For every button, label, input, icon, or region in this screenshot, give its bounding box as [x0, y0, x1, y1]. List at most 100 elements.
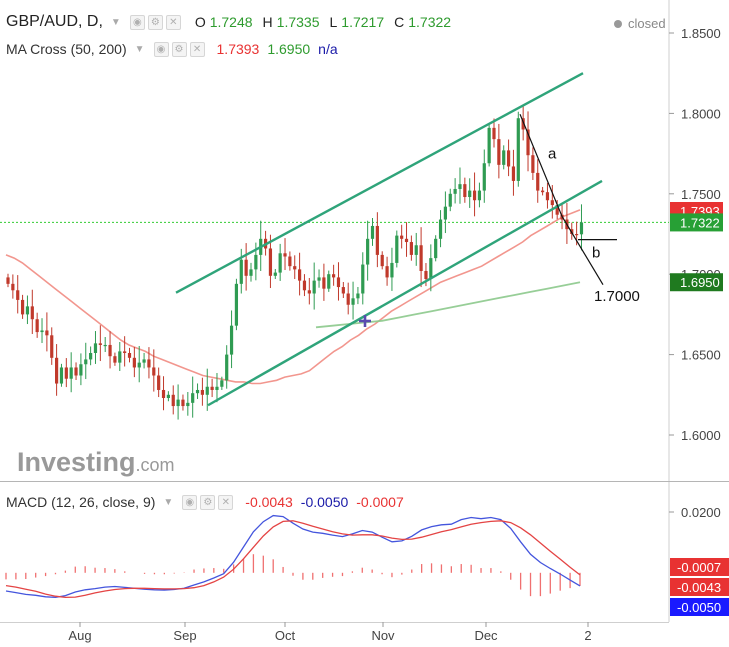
candle-body[interactable]	[84, 359, 88, 365]
candle-body[interactable]	[424, 270, 428, 280]
candle-body[interactable]	[468, 190, 472, 198]
candle-body[interactable]	[400, 235, 404, 239]
candle-body[interactable]	[195, 389, 200, 394]
candle-body[interactable]	[579, 222, 584, 235]
candle-body[interactable]	[225, 354, 229, 381]
candle-body[interactable]	[545, 192, 550, 201]
candle-body[interactable]	[443, 206, 447, 220]
candle-body[interactable]	[20, 299, 25, 315]
candle-body[interactable]	[458, 184, 462, 189]
symbol-legend[interactable]: GBP/AUD, D, ▼ ◉ ⚙ ✕ O 1.7248 H 1.7335 L …	[6, 13, 451, 31]
candle-body[interactable]	[268, 248, 273, 276]
candle-body[interactable]	[516, 118, 520, 181]
candle-body[interactable]	[127, 352, 132, 358]
candle-body[interactable]	[370, 225, 375, 239]
eye-icon[interactable]: ◉	[153, 41, 169, 57]
candle-body[interactable]	[89, 352, 93, 360]
candle-body[interactable]	[50, 335, 54, 358]
chevron-down-icon[interactable]: ▼	[110, 16, 121, 28]
candle-body[interactable]	[380, 254, 384, 267]
candle-body[interactable]	[341, 287, 345, 294]
candle-body[interactable]	[312, 280, 316, 294]
candle-body[interactable]	[132, 357, 136, 368]
candle-body[interactable]	[346, 293, 350, 305]
candle-body[interactable]	[332, 274, 336, 278]
candle-body[interactable]	[152, 367, 156, 376]
candle-body[interactable]	[375, 225, 379, 255]
wave-line-down[interactable]	[561, 216, 604, 285]
candle-body[interactable]	[293, 266, 297, 270]
candle-body[interactable]	[385, 266, 389, 278]
candle-body[interactable]	[176, 399, 180, 407]
candle-body[interactable]	[351, 298, 355, 305]
candle-body[interactable]	[11, 283, 15, 291]
candle-body[interactable]	[336, 277, 341, 288]
candle-body[interactable]	[477, 190, 482, 201]
close-icon[interactable]: ✕	[189, 41, 205, 57]
candle-body[interactable]	[492, 127, 496, 140]
candle-body[interactable]	[487, 127, 491, 164]
candle-body[interactable]	[278, 253, 282, 273]
candle-body[interactable]	[482, 163, 486, 191]
candle-body[interactable]	[550, 200, 554, 206]
candle-body[interactable]	[166, 394, 170, 399]
candle-body[interactable]	[434, 238, 438, 259]
eye-icon[interactable]: ◉	[129, 14, 145, 30]
candle-body[interactable]	[93, 343, 98, 353]
candle-body[interactable]	[123, 351, 127, 353]
ma-legend[interactable]: MA Cross (50, 200) ▼ ◉ ⚙ ✕ 1.7393 1.6950…	[6, 41, 338, 57]
candle-body[interactable]	[6, 277, 10, 284]
candle-body[interactable]	[69, 367, 73, 379]
channel-upper-line[interactable]	[175, 72, 584, 294]
candle-body[interactable]	[200, 389, 204, 395]
candle-body[interactable]	[186, 402, 190, 407]
candle-body[interactable]	[55, 357, 59, 384]
candle-body[interactable]	[390, 262, 394, 278]
candle-body[interactable]	[575, 234, 579, 236]
candle-body[interactable]	[239, 259, 243, 284]
candle-body[interactable]	[453, 188, 457, 194]
candle-body[interactable]	[254, 254, 258, 270]
candle-body[interactable]	[205, 386, 209, 395]
candle-body[interactable]	[536, 172, 540, 191]
channel-lower-line[interactable]	[207, 179, 603, 407]
candle-body[interactable]	[59, 367, 64, 384]
candle-body[interactable]	[497, 139, 501, 165]
gear-icon[interactable]: ⚙	[171, 41, 187, 57]
candle-body[interactable]	[317, 277, 321, 281]
candle-body[interactable]	[448, 193, 452, 207]
candle-body[interactable]	[244, 259, 248, 276]
candle-body[interactable]	[25, 306, 30, 315]
candle-body[interactable]	[288, 256, 292, 267]
candle-body[interactable]	[98, 343, 102, 345]
candle-body[interactable]	[273, 272, 277, 276]
candle-body[interactable]	[64, 367, 68, 379]
candle-body[interactable]	[322, 277, 326, 289]
candle-body[interactable]	[307, 290, 311, 294]
candle-body[interactable]	[404, 238, 409, 243]
candle-body[interactable]	[191, 393, 195, 403]
candle-body[interactable]	[506, 150, 511, 167]
candle-body[interactable]	[157, 375, 161, 390]
candle-body[interactable]	[356, 293, 360, 299]
candle-body[interactable]	[215, 386, 219, 390]
candle-body[interactable]	[511, 166, 516, 181]
macd-pane[interactable]	[5, 514, 581, 599]
candle-body[interactable]	[302, 280, 307, 291]
close-icon[interactable]: ✕	[218, 494, 234, 510]
candle-body[interactable]	[30, 306, 34, 320]
candle-body[interactable]	[40, 330, 44, 333]
candle-body[interactable]	[283, 253, 287, 257]
close-icon[interactable]: ✕	[165, 14, 181, 30]
candle-body[interactable]	[113, 356, 117, 363]
candle-body[interactable]	[137, 362, 141, 368]
candle-body[interactable]	[361, 264, 365, 294]
candle-body[interactable]	[220, 380, 224, 387]
candle-body[interactable]	[103, 344, 107, 347]
chevron-down-icon[interactable]: ▼	[163, 496, 174, 508]
candle-body[interactable]	[45, 330, 49, 336]
candle-body[interactable]	[541, 190, 545, 193]
candle-body[interactable]	[181, 399, 185, 407]
candle-body[interactable]	[526, 129, 530, 156]
candle-body[interactable]	[409, 242, 413, 255]
